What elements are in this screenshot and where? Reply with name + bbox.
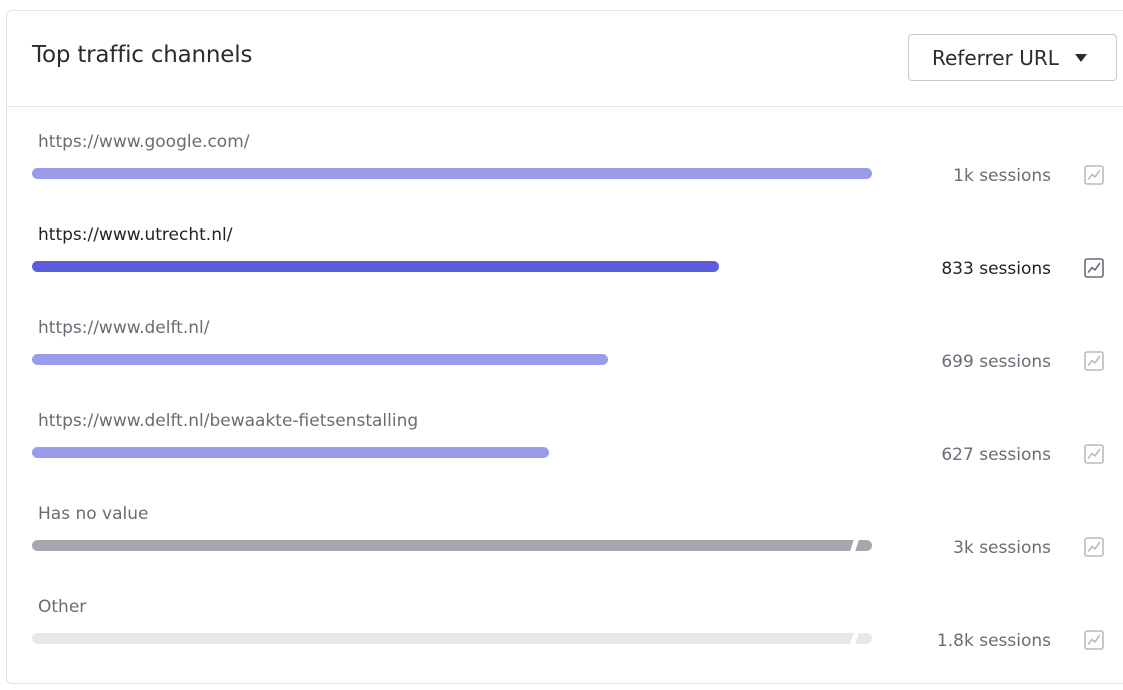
channel-label: https://www.google.com/ xyxy=(38,132,250,152)
session-bar xyxy=(32,540,872,551)
session-count: 1k sessions xyxy=(953,166,1051,186)
channel-row[interactable]: https://www.utrecht.nl/833 sessions xyxy=(7,225,1123,318)
bar-track xyxy=(32,632,872,645)
session-count: 627 sessions xyxy=(941,445,1051,465)
trend-chart-icon[interactable] xyxy=(1084,351,1104,371)
session-bar xyxy=(32,354,608,365)
referrer-url-dropdown[interactable]: Referrer URL xyxy=(908,34,1117,81)
bar-track xyxy=(32,539,872,552)
channel-row[interactable]: https://www.delft.nl/699 sessions xyxy=(7,318,1123,411)
channel-label: https://www.delft.nl/ xyxy=(38,318,210,338)
channel-list: https://www.google.com/1k sessions https:… xyxy=(7,11,1123,683)
trend-chart-icon[interactable] xyxy=(1084,630,1104,650)
bar-track xyxy=(32,354,872,365)
trend-chart-icon[interactable] xyxy=(1084,537,1104,557)
channel-label: Has no value xyxy=(38,504,149,524)
bar-track xyxy=(32,168,872,179)
channel-row[interactable]: Has no value 3k sessions xyxy=(7,504,1123,597)
session-count: 3k sessions xyxy=(953,538,1051,558)
channel-label: https://www.utrecht.nl/ xyxy=(38,225,233,245)
session-bar xyxy=(32,261,719,272)
traffic-channels-card: Top traffic channels Referrer URL https:… xyxy=(6,10,1123,684)
card-header: Top traffic channels Referrer URL xyxy=(7,11,1123,107)
bar-track xyxy=(32,261,872,272)
trend-chart-icon[interactable] xyxy=(1084,444,1104,464)
channel-row[interactable]: https://www.google.com/1k sessions xyxy=(7,132,1123,225)
session-bar xyxy=(32,633,872,644)
channel-label: https://www.delft.nl/bewaakte-fietsensta… xyxy=(38,411,419,431)
channel-label: Other xyxy=(38,597,87,617)
session-count: 699 sessions xyxy=(941,352,1051,372)
session-count: 1.8k sessions xyxy=(936,631,1051,651)
card-title: Top traffic channels xyxy=(32,42,253,68)
channel-row[interactable]: Other 1.8k sessions xyxy=(7,597,1123,690)
session-count: 833 sessions xyxy=(941,259,1051,279)
bar-track xyxy=(32,447,872,458)
caret-down-icon xyxy=(1075,54,1087,62)
trend-chart-icon[interactable] xyxy=(1084,165,1104,185)
session-bar xyxy=(32,168,872,179)
trend-chart-icon[interactable] xyxy=(1084,258,1104,278)
channel-row[interactable]: https://www.delft.nl/bewaakte-fietsensta… xyxy=(7,411,1123,504)
dropdown-selected-value: Referrer URL xyxy=(932,46,1059,70)
session-bar xyxy=(32,447,549,458)
